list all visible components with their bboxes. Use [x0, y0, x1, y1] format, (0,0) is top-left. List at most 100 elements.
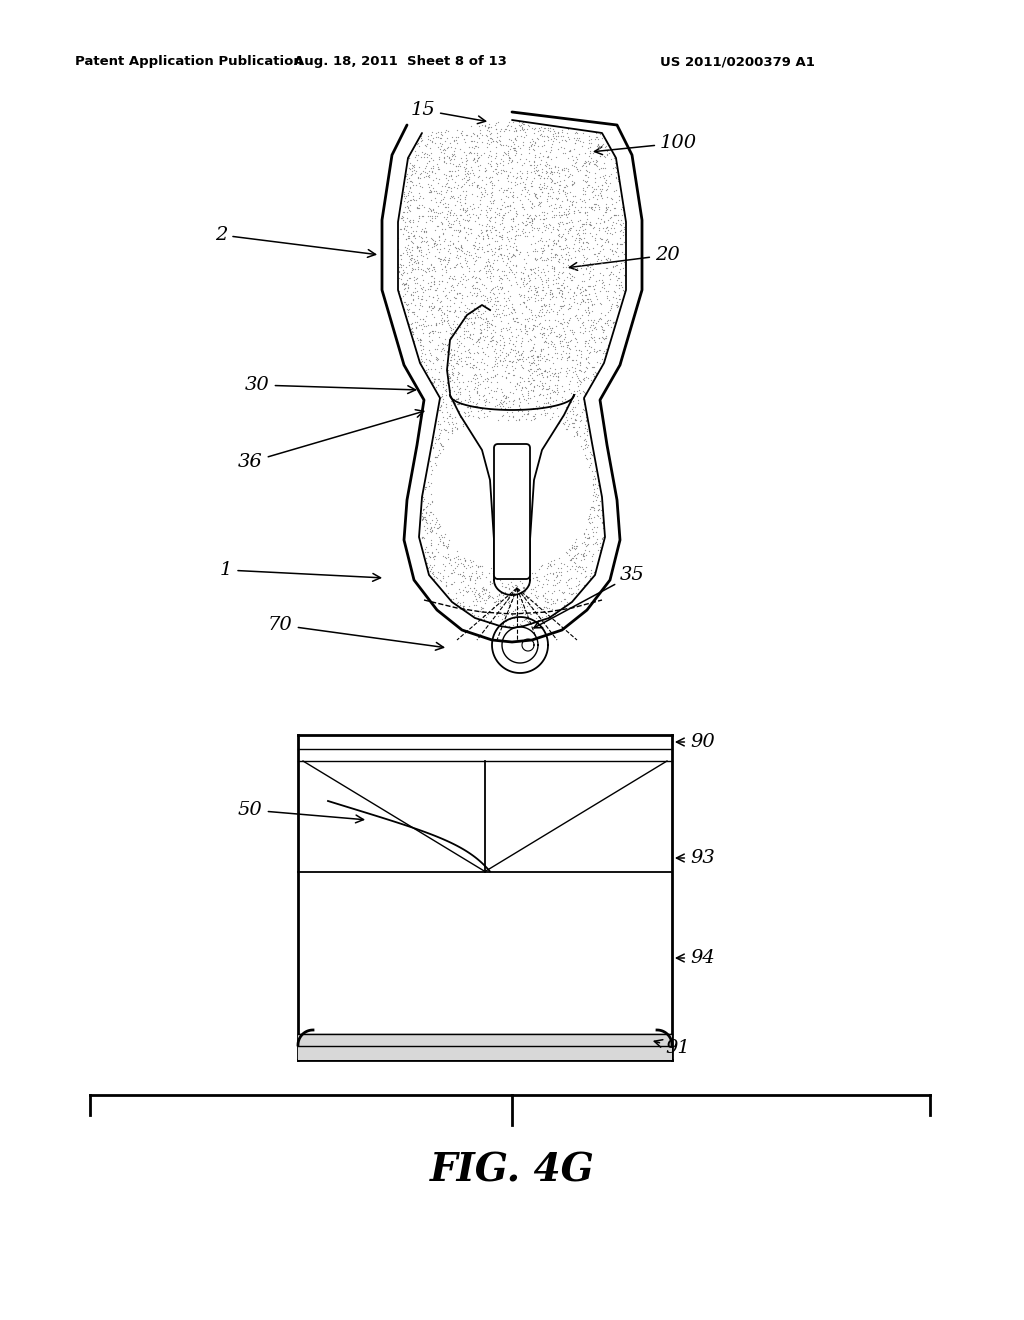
- Point: [550, 182, 566, 203]
- Point: [431, 273, 447, 294]
- Point: [437, 131, 454, 152]
- Point: [596, 168, 612, 189]
- Point: [492, 323, 508, 345]
- Point: [442, 243, 459, 264]
- Point: [464, 314, 480, 335]
- Point: [498, 290, 514, 312]
- Point: [518, 562, 535, 583]
- Point: [453, 407, 469, 428]
- Point: [453, 123, 469, 144]
- Point: [504, 246, 520, 267]
- Point: [443, 280, 460, 301]
- Point: [480, 251, 497, 272]
- Point: [432, 516, 449, 537]
- Point: [397, 228, 414, 249]
- Point: [530, 363, 547, 384]
- Point: [515, 564, 531, 585]
- Point: [559, 346, 575, 367]
- Point: [589, 478, 605, 499]
- Point: [437, 228, 454, 249]
- Point: [551, 261, 567, 282]
- Point: [472, 601, 488, 622]
- Point: [472, 326, 488, 347]
- Point: [484, 598, 501, 619]
- Point: [526, 315, 543, 337]
- Point: [401, 177, 418, 198]
- Point: [530, 121, 547, 143]
- Point: [589, 135, 605, 156]
- Point: [557, 248, 573, 269]
- Point: [477, 368, 494, 389]
- Point: [535, 323, 551, 345]
- Point: [494, 573, 510, 594]
- Point: [435, 339, 452, 360]
- Point: [567, 537, 584, 558]
- Point: [426, 371, 442, 392]
- Point: [430, 411, 446, 432]
- Point: [583, 133, 599, 154]
- Point: [570, 339, 587, 360]
- Point: [547, 363, 563, 384]
- Point: [551, 548, 567, 569]
- Point: [528, 161, 545, 182]
- Point: [470, 148, 486, 169]
- Point: [567, 156, 584, 177]
- Point: [477, 388, 494, 409]
- Point: [516, 581, 532, 602]
- Point: [435, 438, 452, 459]
- Point: [518, 226, 535, 247]
- Point: [483, 166, 500, 187]
- Point: [458, 145, 474, 166]
- Point: [436, 302, 453, 323]
- Point: [498, 610, 514, 631]
- Point: [598, 186, 614, 207]
- Point: [510, 325, 526, 346]
- Point: [461, 166, 477, 187]
- Point: [538, 348, 554, 370]
- Point: [490, 587, 507, 609]
- Point: [518, 562, 535, 583]
- Point: [433, 271, 450, 292]
- Point: [532, 350, 549, 371]
- Point: [439, 296, 456, 317]
- Point: [520, 150, 537, 172]
- Point: [482, 280, 499, 301]
- Point: [423, 182, 439, 203]
- Point: [531, 164, 548, 185]
- Point: [522, 205, 539, 226]
- Point: [536, 168, 552, 189]
- Point: [585, 294, 601, 315]
- Point: [566, 288, 583, 309]
- Point: [483, 244, 500, 265]
- Point: [577, 181, 593, 202]
- Point: [519, 207, 536, 228]
- Point: [610, 261, 627, 282]
- Point: [466, 131, 482, 152]
- Point: [428, 523, 444, 544]
- Point: [573, 255, 590, 276]
- Point: [492, 120, 508, 141]
- Point: [461, 257, 477, 279]
- Point: [476, 256, 493, 277]
- Point: [560, 255, 577, 276]
- Point: [419, 272, 435, 293]
- Point: [553, 280, 569, 301]
- Point: [545, 125, 561, 147]
- Point: [484, 597, 501, 618]
- Point: [397, 219, 414, 240]
- Point: [425, 177, 441, 198]
- Point: [401, 238, 418, 259]
- Point: [505, 359, 521, 380]
- Point: [612, 209, 629, 230]
- Point: [484, 572, 501, 593]
- Point: [555, 273, 571, 294]
- Point: [437, 219, 454, 240]
- Point: [607, 205, 624, 226]
- Point: [464, 172, 480, 193]
- Point: [542, 554, 558, 576]
- Point: [514, 358, 530, 379]
- Point: [394, 210, 411, 231]
- Point: [556, 312, 572, 333]
- Point: [520, 143, 537, 164]
- Point: [543, 136, 559, 157]
